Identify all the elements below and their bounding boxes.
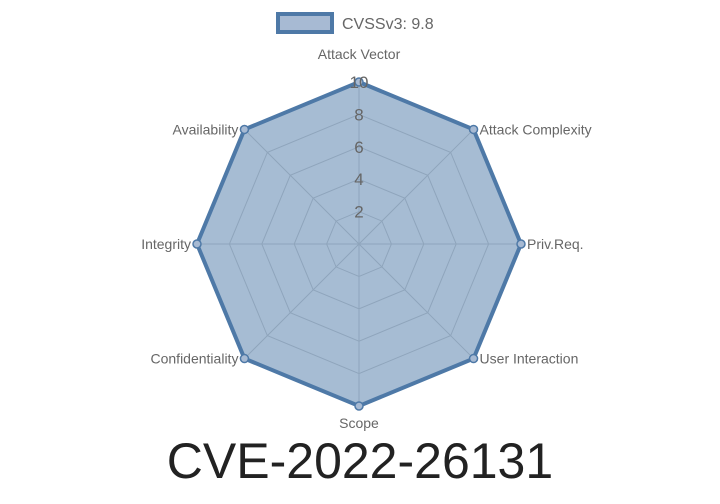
axis-label: Scope xyxy=(339,415,379,431)
axis-label: Confidentiality xyxy=(151,351,239,367)
data-point[interactable] xyxy=(354,401,364,411)
series xyxy=(192,77,526,411)
axis-label: Availability xyxy=(173,121,239,137)
data-point[interactable] xyxy=(516,239,526,249)
data-point[interactable] xyxy=(468,124,479,135)
axis-label: Integrity xyxy=(141,236,191,252)
axis-labels: Attack Vector Attack Complexity Priv.Req. U… xyxy=(141,46,591,431)
legend[interactable]: CVSSv3: 9.8 xyxy=(276,12,434,34)
axis-label: User Interaction xyxy=(480,351,579,367)
data-point[interactable] xyxy=(239,124,250,135)
tick-label: 6 xyxy=(354,138,363,157)
tick-label: 4 xyxy=(354,170,363,189)
tick-label: 10 xyxy=(350,73,369,92)
data-point[interactable] xyxy=(354,77,364,87)
axis-label: Attack Complexity xyxy=(480,121,592,137)
data-point[interactable] xyxy=(192,239,202,249)
axis-label: Priv.Req. xyxy=(527,236,584,252)
tick-labels: 2 4 6 8 10 xyxy=(350,73,369,222)
data-point[interactable] xyxy=(468,353,479,364)
legend-swatch xyxy=(276,12,334,34)
chart-title: CVE-2022-26131 xyxy=(166,433,554,489)
tick-label: 2 xyxy=(354,203,363,222)
legend-label: CVSSv3: 9.8 xyxy=(342,16,434,33)
tick-label: 8 xyxy=(354,105,363,124)
data-point[interactable] xyxy=(239,353,250,364)
axis-label: Attack Vector xyxy=(318,46,401,62)
